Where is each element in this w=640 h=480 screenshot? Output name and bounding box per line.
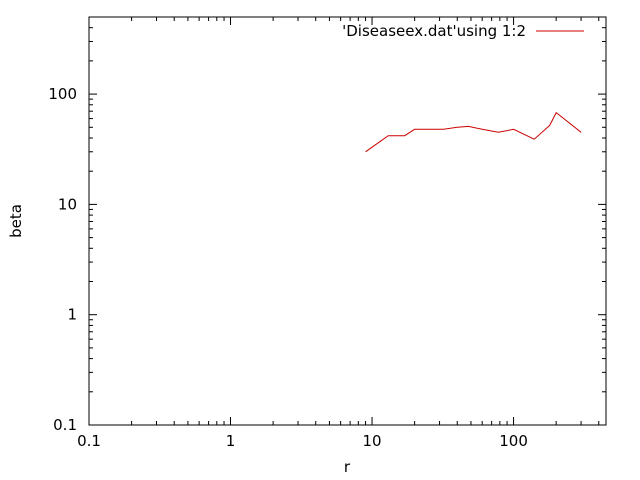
axis-ticks: 0.1 1 10 100 0.1 1 10 100 — [48, 17, 606, 450]
series-group — [365, 111, 582, 153]
x-tick-label: 0.1 — [77, 432, 101, 450]
x-tick-label: 100 — [499, 432, 528, 450]
series-line — [365, 111, 582, 153]
y-tick-label: 0.1 — [53, 416, 77, 434]
x-tick-label: 10 — [362, 432, 381, 450]
plot-frame — [88, 16, 607, 426]
legend-label: 'Diseaseex.dat'using 1:2 — [342, 22, 526, 40]
y-axis-label: beta — [7, 204, 25, 238]
x-axis-label: r — [344, 458, 351, 476]
y-tick-label: 10 — [58, 195, 77, 213]
y-tick-label: 1 — [67, 306, 77, 324]
x-tick-label: 1 — [226, 432, 236, 450]
y-tick-label: 100 — [48, 85, 77, 103]
legend: 'Diseaseex.dat'using 1:2 — [342, 22, 584, 40]
